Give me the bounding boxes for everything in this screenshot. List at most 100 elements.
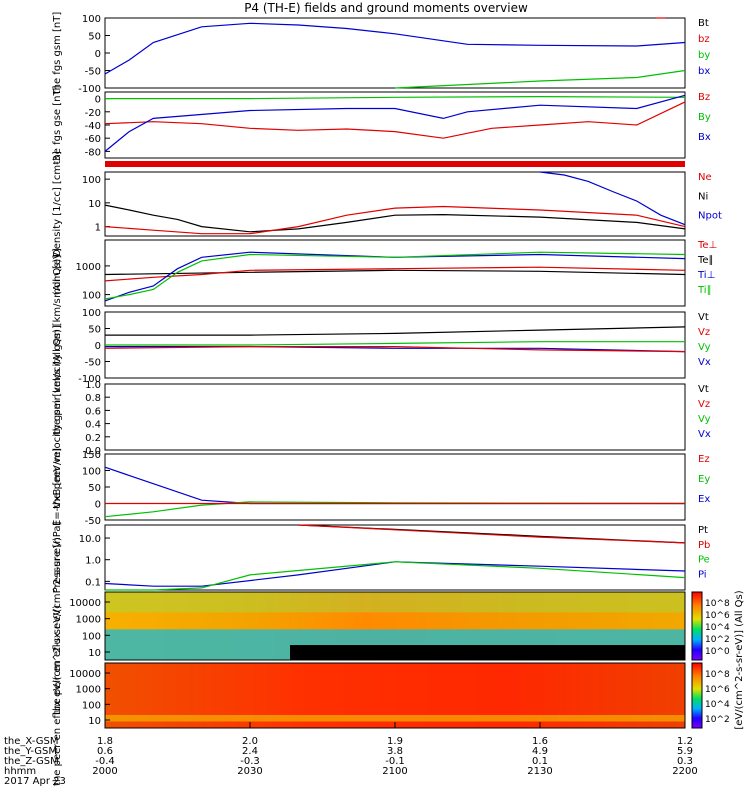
y-tick-label: 10.0: [79, 534, 101, 545]
y-axis-label: E=-VxB [mV/m]: [52, 448, 63, 526]
colorbar-label: [eV/(cm^2-s-sr-eV)] (All Qs): [734, 590, 745, 729]
legend-entry: Bt: [698, 18, 709, 29]
y-axis-label: the peer velocity gsm [km/s (All Qs)]: [52, 325, 63, 509]
series-Ti⊥: [104, 251, 686, 302]
y-tick-label: 1.0: [85, 556, 101, 567]
legend-entry: Vx: [698, 429, 711, 440]
footer-row-label: the_Z-GSM: [4, 756, 59, 767]
y-tick-label: 50: [88, 32, 101, 43]
colorbar: [691, 662, 703, 729]
heatmap-low-band: [105, 715, 685, 722]
footer-value: 1.9: [387, 736, 403, 747]
legend-entry: Pb: [698, 540, 710, 551]
colorbar-tick-label: 10^4: [705, 623, 730, 633]
colorbar: [691, 591, 703, 661]
legend-entry: Te⊥: [697, 240, 717, 251]
footer-value: 2.0: [242, 736, 258, 747]
y-tick-label: 100: [82, 308, 101, 319]
y-tick-label: 100: [82, 631, 101, 642]
y-tick-label: 100: [82, 291, 101, 302]
y-tick-label: 1.0: [85, 380, 101, 391]
y-tick-label: 0.2: [85, 433, 101, 444]
series-Ti∥: [104, 251, 686, 300]
footer-value: 2030: [237, 766, 262, 777]
panel-frame: [104, 91, 686, 159]
series-bx: [104, 22, 686, 75]
colorbar-tick-label: 10^0: [705, 647, 730, 657]
legend-entry: Ne: [698, 172, 712, 183]
y-axis-label: the fgs gse [nT]: [52, 85, 63, 164]
series-Vz: [104, 346, 686, 353]
y-axis-label: Pressure [nPa]: [52, 522, 63, 594]
legend-entry: Vz: [698, 399, 710, 410]
footer-value: 1.8: [97, 736, 113, 747]
colorbar-tick-label: 10^4: [705, 700, 730, 710]
y-tick-label: -50: [85, 516, 101, 527]
y-tick-label: 100: [82, 467, 101, 478]
chart-title: P4 (TH-E) fields and ground moments over…: [244, 1, 528, 15]
y-tick-label: -80: [85, 147, 101, 158]
panel-6: 1.0 0.8 0.6 0.4 0.2 0.0 the peer velocity gsm …: [52, 325, 711, 509]
y-tick-label: 1000: [76, 685, 101, 696]
y-tick-label: 0.8: [85, 393, 101, 404]
panel-10: 10000 1000 100 10 the peer en eflux eV/(cm^2…: [52, 605, 686, 786]
panel-9: 10000 1000 100 10 the peir en eflux eV/(cm^2…: [52, 537, 686, 715]
series-Vy: [105, 341, 685, 346]
footer-row-label: the_X-GSM: [4, 736, 58, 747]
y-tick-label: 100: [82, 175, 101, 186]
colorbar-tick-label: 10^6: [705, 611, 730, 621]
series-By: [105, 95, 686, 100]
footer-value: -0.3: [240, 756, 260, 767]
series-Pi: [104, 561, 686, 587]
legend-entry: Te∥: [697, 255, 714, 266]
series-Bz: [104, 101, 686, 139]
y-tick-label: 0: [95, 341, 101, 352]
y-axis-label: the peer en eflux eV/(cm^2-s-sr-eV): [52, 605, 63, 786]
y-tick-label: 1000: [76, 615, 101, 626]
series-Ey: [104, 501, 686, 518]
y-axis-label: mom [eV]: [52, 248, 63, 298]
series-Pb: [298, 524, 686, 544]
y-tick-label: 10000: [69, 669, 101, 680]
y-tick-label: -50: [85, 67, 101, 78]
y-tick-label: -20: [85, 108, 101, 119]
series-Ni: [104, 204, 686, 233]
footer-row-label: hhmm: [4, 766, 36, 777]
legend-entry: bz: [698, 34, 710, 45]
y-tick-label: 10: [88, 199, 101, 210]
y-tick-label: 0: [95, 95, 101, 106]
legend-entry: Ey: [698, 474, 710, 485]
panel-frame: [104, 171, 686, 237]
colorbars: 10^8 10^6 10^4 10^2 10^0 10^8 10^6 10^4 10^2: [691, 591, 730, 729]
footer-value: 2100: [382, 766, 407, 777]
legend-entry: Vt: [698, 312, 709, 323]
panel-7: 150 100 50 0 -50 E=-VxB [mV/m] Ez Ey Ex: [52, 448, 710, 527]
footer-value: 0.6: [97, 746, 113, 757]
footer-value: 1.2: [677, 736, 693, 747]
legend-entry: Ni: [698, 191, 708, 202]
status-bar: [105, 161, 685, 167]
footer-value: 1.6: [532, 736, 548, 747]
colorbar-tick-label: 10^8: [705, 599, 730, 609]
series-by: [394, 69, 686, 89]
series-Bx: [104, 94, 686, 152]
legend-entry: Vx: [698, 357, 711, 368]
y-tick-label: 0.0: [85, 446, 101, 457]
legend-entry: Bx: [698, 132, 711, 143]
footer-value: 2.4: [242, 746, 258, 757]
footer-value: 2130: [527, 766, 552, 777]
series-Ex: [104, 466, 685, 505]
series-Te∥: [104, 269, 686, 276]
panel-frame: [104, 17, 686, 89]
y-tick-label: 10000: [69, 598, 101, 609]
heatmap-top-band: [105, 592, 685, 613]
legend-entry: Vy: [698, 414, 711, 425]
footer-value: 4.9: [532, 746, 548, 757]
series-Npot: [539, 171, 686, 226]
y-tick-label: 150: [82, 450, 101, 461]
y-tick-label: 50: [88, 325, 101, 336]
footer-date: 2017 Apr 23: [4, 776, 66, 787]
y-tick-label: 10: [88, 648, 101, 659]
y-tick-label: 0.1: [85, 577, 101, 588]
